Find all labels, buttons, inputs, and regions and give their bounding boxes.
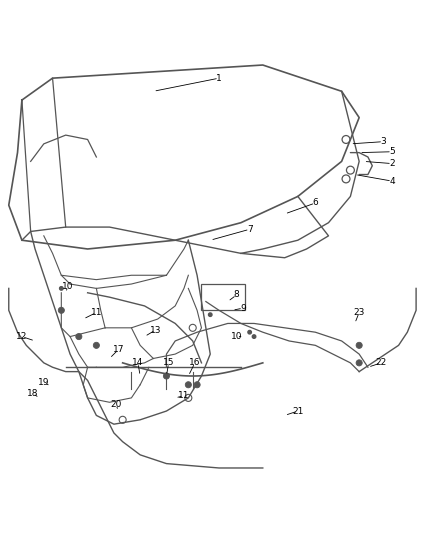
Text: 8: 8 (233, 290, 240, 300)
Text: 5: 5 (389, 147, 395, 156)
Text: 22: 22 (375, 358, 387, 367)
Circle shape (60, 287, 63, 290)
Text: 9: 9 (240, 304, 246, 313)
Text: 10: 10 (62, 282, 74, 290)
Text: 6: 6 (312, 198, 318, 207)
Circle shape (58, 307, 64, 313)
Circle shape (356, 342, 362, 349)
Text: 10: 10 (231, 332, 242, 341)
Text: 23: 23 (353, 308, 365, 317)
Text: 14: 14 (132, 358, 144, 367)
Circle shape (163, 373, 170, 379)
Text: 18: 18 (27, 389, 39, 398)
Text: 16: 16 (189, 358, 201, 367)
Text: 15: 15 (163, 358, 174, 367)
Text: 3: 3 (380, 137, 386, 146)
Circle shape (356, 360, 362, 366)
Text: 12: 12 (16, 332, 28, 341)
Text: 4: 4 (389, 176, 395, 185)
Circle shape (185, 382, 191, 388)
Circle shape (248, 330, 251, 334)
Text: 1: 1 (216, 74, 222, 83)
Circle shape (194, 382, 200, 388)
Circle shape (93, 342, 99, 349)
Text: 17: 17 (113, 345, 124, 354)
Circle shape (76, 334, 82, 340)
Text: 11: 11 (178, 391, 190, 400)
Circle shape (208, 313, 212, 317)
Text: 13: 13 (150, 326, 161, 335)
Text: 19: 19 (38, 378, 49, 387)
Text: 2: 2 (389, 159, 395, 168)
Text: 7: 7 (247, 225, 253, 234)
Text: 20: 20 (110, 400, 122, 409)
Text: 11: 11 (91, 308, 102, 317)
Text: 21: 21 (292, 407, 304, 416)
Circle shape (252, 335, 256, 338)
